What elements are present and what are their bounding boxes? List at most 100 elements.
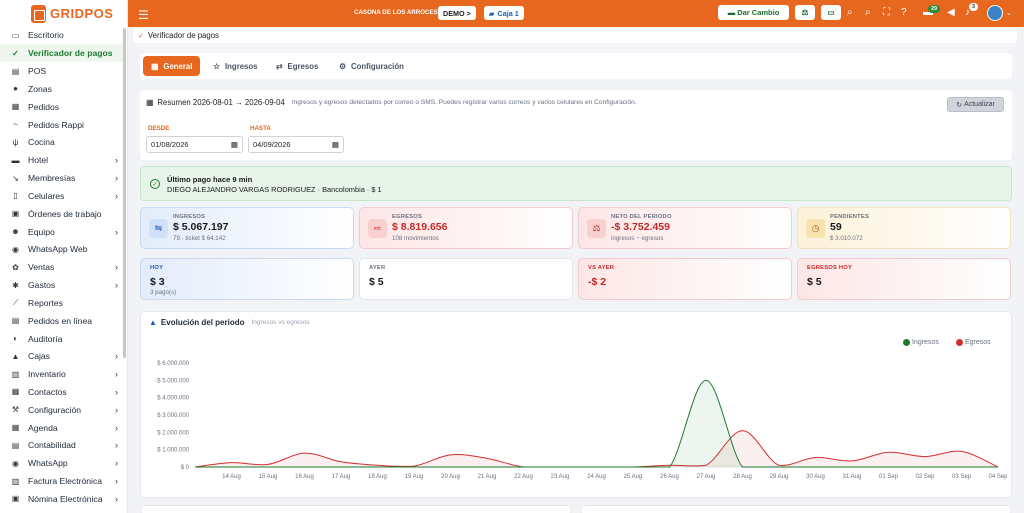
tab-ingresos[interactable]: ☆ Ingresos (205, 56, 266, 76)
chevron-right-icon: › (115, 155, 118, 166)
fullscreen-icon[interactable]: ⛶ (883, 7, 890, 18)
stat-card: ⚖ NETO DEL PERIODO -$ 3.752.459 ingresos − … (578, 207, 792, 249)
sidebar-item-label: Cajas (28, 351, 50, 362)
sidebar-item[interactable]: ⟋ Reportes (0, 294, 126, 312)
sidebar-item[interactable]: ▦ Pedidos (0, 98, 126, 116)
volume-icon[interactable]: ◀ (947, 7, 955, 18)
y-tick-label: $ 1.000.000 (157, 448, 189, 454)
x-tick-label: 15 Aug (259, 474, 278, 480)
whatsapp-icon: ◉ (12, 244, 19, 254)
sidebar-item[interactable]: ☻ Equipo › (0, 223, 126, 241)
x-tick-label: 16 Aug (295, 474, 314, 480)
demo-button[interactable]: DEMO > (438, 6, 476, 20)
refresh-button[interactable]: ↻ Actualizar (947, 97, 1004, 112)
summary-panel: ▦ Resumen 2026-08-01 → 2026-09-04 Ingres… (140, 90, 1012, 160)
desde-date-input[interactable]: 01/08/2026 ▦ (146, 136, 243, 153)
sidebar-item[interactable]: ✱ Gastos › (0, 276, 126, 294)
series-line-ingresos[interactable] (195, 379, 998, 468)
sidebar-item[interactable]: ▤ Pedidos en línea (0, 312, 126, 330)
sidebar-item[interactable]: ▦ Agenda › (0, 419, 126, 437)
x-tick-label: 18 Aug (368, 474, 387, 480)
dar-cambio-button[interactable]: ▬ Dar Cambio (718, 5, 789, 20)
caja-button[interactable]: ▰ Caja 1 (484, 6, 524, 20)
calendar-icon: ▦ (11, 423, 20, 433)
hasta-label: HASTA (250, 125, 271, 132)
sidebar-item-label: Gastos (28, 280, 56, 290)
shield-check-icon: ✓ (12, 48, 19, 58)
tray-icon[interactable]: ▬ (923, 7, 933, 18)
sidebar: GRIDPOS ▭ Escritorio ✓ Verificador de pagos… (0, 0, 128, 513)
stat-label: INGRESOS (173, 214, 206, 220)
legend-egresos[interactable]: Egresos (956, 339, 991, 346)
card-out-icon: ⇨ (368, 219, 387, 238)
avatar[interactable] (987, 5, 1003, 21)
chevron-right-icon: › (115, 369, 118, 380)
x-tick-label: 31 Aug (843, 474, 862, 480)
wallet-icon: ⇋ (149, 219, 168, 238)
stat-label: EGRESOS (392, 214, 423, 220)
sidebar-item-label: POS (28, 66, 47, 77)
message-button[interactable]: ▭ (821, 5, 841, 20)
bell-icon[interactable]: ♪ (965, 7, 970, 18)
expenses-icon: ✱ (12, 280, 19, 290)
sidebar-item[interactable]: ✓ Verificador de pagos (0, 44, 126, 63)
scale-button[interactable]: ⚖ (795, 5, 815, 20)
sidebar-item[interactable]: ● Zonas (0, 80, 126, 98)
message-icon: ▭ (827, 8, 835, 17)
zoom-icon[interactable]: ⌕ (865, 7, 871, 18)
stat-card: ◷ PENDIENTES 59 $ 3.010.072 (797, 207, 1011, 249)
cashbox-icon: ▲ (11, 351, 20, 361)
sidebar-item[interactable]: ◉ WhatsApp › (0, 454, 126, 472)
stat-subtext: ingresos − egresos (611, 235, 664, 242)
legend-dot (903, 339, 910, 346)
notifications-badge: 3 (969, 3, 979, 11)
tab-configuracion[interactable]: ⚙ Configuración (331, 56, 412, 76)
stat-value: -$ 3.752.459 (611, 221, 670, 233)
sidebar-item[interactable]: ▤ Contabilidad › (0, 437, 126, 455)
summary-subtitle: Ingresos y egresos detectados por correo… (291, 99, 637, 106)
sidebar-item[interactable]: ▥ Factura Electrónica › (0, 472, 126, 490)
legend-ingresos[interactable]: Ingresos (903, 339, 939, 346)
menu-icon[interactable]: ☰ (138, 8, 149, 22)
sidebar-scrollbar[interactable] (123, 28, 126, 358)
chart-panel: ▲ Evolución del periodo Ingresos vs egre… (140, 311, 1012, 498)
sidebar-item-label: Órdenes de trabajo (28, 208, 102, 219)
tab-egresos[interactable]: ⇄ Egresos (268, 56, 326, 76)
sidebar-item[interactable]: ▣ Nómina Electrónica › (0, 490, 126, 508)
search-icon[interactable]: ⌕ (847, 7, 853, 18)
sidebar-item[interactable]: ▬ Hotel › (0, 151, 126, 169)
help-icon[interactable]: ? (901, 7, 907, 18)
sidebar-item[interactable]: ▯ Celulares › (0, 187, 126, 205)
tab-general[interactable]: ▦ General (143, 56, 201, 76)
sidebar-item-label: Pedidos Rappi (28, 119, 84, 130)
refresh-icon: ↻ (956, 101, 963, 109)
hasta-date-input[interactable]: 04/09/2026 ▦ (248, 136, 344, 153)
sidebar-item[interactable]: ~ Pedidos Rappi (0, 116, 126, 134)
audit-icon: ◐ (13, 334, 18, 343)
sidebar-item[interactable]: ψ Cocina (0, 133, 126, 151)
sidebar-item-label: Reportes (28, 297, 63, 308)
sidebar-item[interactable]: ▲ Cajas › (0, 347, 126, 365)
sidebar-item[interactable]: ⚒ Configuración › (0, 401, 126, 419)
x-tick-label: 30 Aug (806, 474, 825, 480)
x-tick-label: 04 Sep (988, 474, 1008, 480)
sidebar-item[interactable]: ▣ Órdenes de trabajo (0, 205, 126, 223)
sidebar-item[interactable]: ◉ WhatsApp Web (0, 240, 126, 258)
brand-logo[interactable]: GRIDPOS (0, 0, 127, 27)
invoice-icon: ▥ (11, 476, 20, 486)
sidebar-item-label: Pedidos en línea (28, 315, 93, 326)
sidebar-item[interactable]: ▭ Escritorio (0, 27, 126, 45)
tab-label: Configuración (351, 61, 404, 71)
bottom-panel-left (140, 505, 572, 513)
sidebar-item-label: Agenda (28, 422, 58, 433)
sidebar-item[interactable]: ↘ Membresías › (0, 169, 126, 187)
stat-card: AYER $ 5 (359, 258, 573, 300)
sidebar-item[interactable]: ▥ Inventario › (0, 365, 126, 383)
sidebar-item[interactable]: ✿ Ventas › (0, 258, 126, 276)
chevron-right-icon: › (115, 493, 118, 504)
calendar-icon: ▦ (331, 140, 339, 149)
sidebar-item[interactable]: ◐ Auditoría (0, 330, 126, 348)
sidebar-item[interactable]: ▤ POS (0, 62, 126, 80)
chevron-down-icon[interactable]: ⌄ (1006, 10, 1012, 17)
sidebar-item[interactable]: ▦ Contactos › (0, 383, 126, 401)
